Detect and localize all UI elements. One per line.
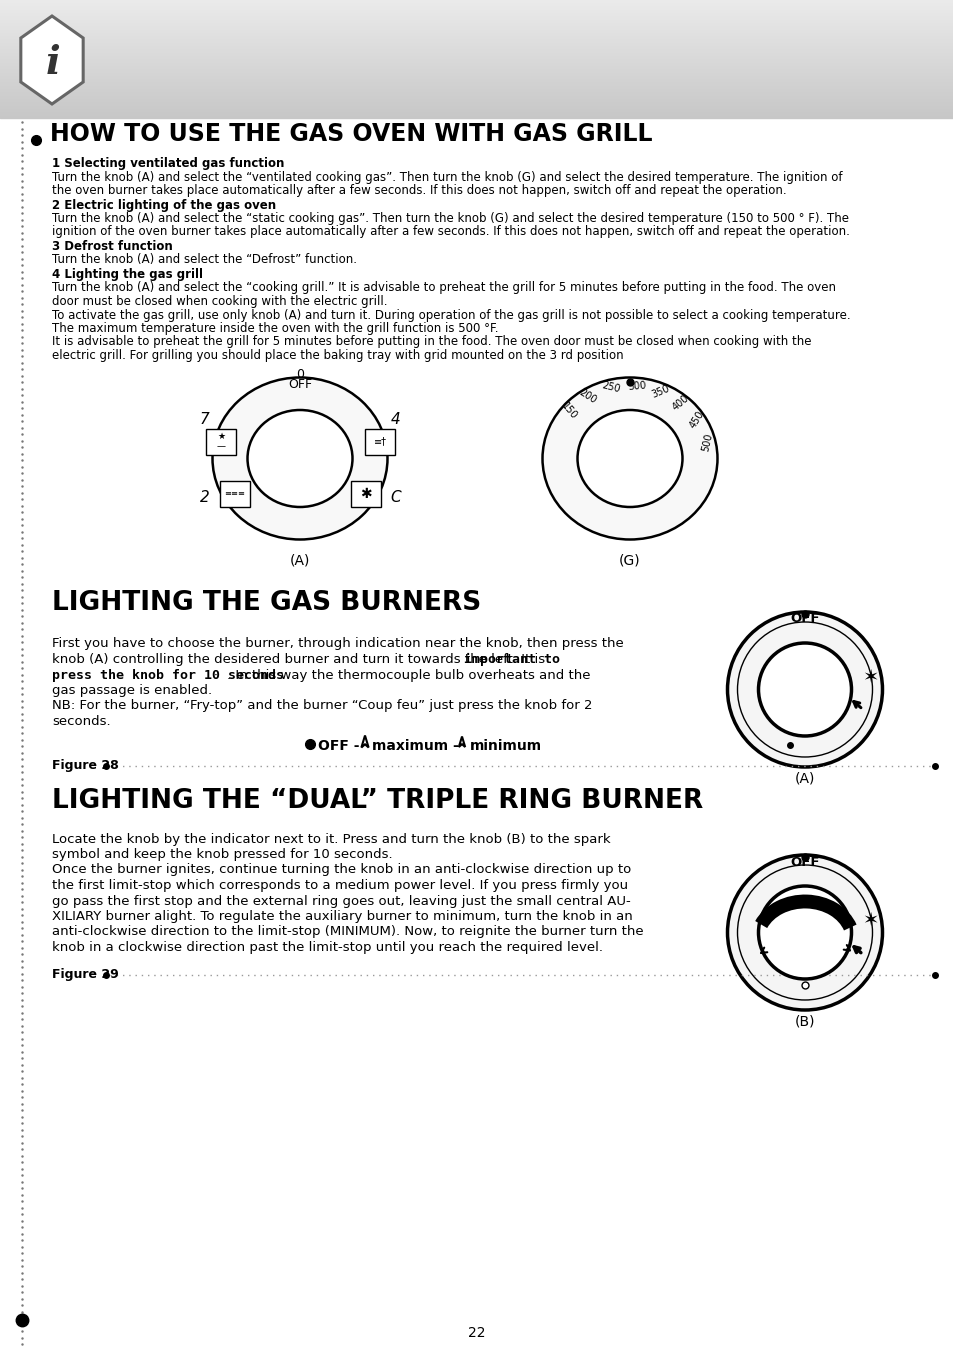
Text: Once the burner ignites, continue turning the knob in an anti-clockwise directio: Once the burner ignites, continue turnin… [52,864,631,876]
Text: First you have to choose the burner, through indication near the knob, then pres: First you have to choose the burner, thr… [52,637,623,651]
Text: Figure 29: Figure 29 [52,968,118,981]
Text: Turn the knob (A) and select the “Defrost” function.: Turn the knob (A) and select the “Defros… [52,254,356,266]
Text: important to: important to [463,653,559,666]
Bar [351,481,380,506]
Text: ✶: ✶ [861,668,878,687]
Polygon shape [21,16,83,104]
Text: gas passage is enabled.: gas passage is enabled. [52,684,212,697]
Text: 350: 350 [650,383,671,400]
Text: Turn the knob (A) and select the “static cooking gas”. Then turn the knob (G) an: Turn the knob (A) and select the “static… [52,212,848,225]
Text: Turn the knob (A) and select the “ventilated cooking gas”. Then turn the knob (G: Turn the knob (A) and select the “ventil… [52,170,841,184]
Text: knob in a clockwise direction past the limit-stop until you reach the required l: knob in a clockwise direction past the l… [52,941,602,954]
Ellipse shape [542,378,717,540]
Text: OFF: OFF [789,856,819,868]
Ellipse shape [247,410,352,508]
Text: (B): (B) [794,1014,815,1029]
Text: ✱: ✱ [360,486,372,501]
Text: 150: 150 [558,401,578,423]
Text: LIGHTING THE GAS BURNERS: LIGHTING THE GAS BURNERS [52,590,480,616]
Text: 400: 400 [670,393,691,412]
Ellipse shape [758,886,851,979]
Text: 250: 250 [599,381,620,394]
Text: anti-clockwise direction to the limit-stop (MINIMUM). Now, to reignite the burne: anti-clockwise direction to the limit-st… [52,926,643,938]
Text: C: C [390,490,400,505]
Text: 4 Lighting the gas grill: 4 Lighting the gas grill [52,269,203,281]
Text: 4: 4 [391,412,400,427]
Ellipse shape [758,643,851,736]
Text: ≡†: ≡† [374,436,386,447]
Text: 0: 0 [295,369,304,382]
Text: the oven burner takes place automatically after a few seconds. If this does not : the oven burner takes place automaticall… [52,184,786,197]
Bar [220,481,250,506]
Text: ignition of the oven burner takes place automatically after a few seconds. If th: ignition of the oven burner takes place … [52,225,849,239]
Text: 200: 200 [577,387,598,406]
Text: (G): (G) [618,554,640,567]
Text: 22: 22 [468,1326,485,1341]
Bar [365,428,395,455]
Text: ★
—: ★ — [216,432,225,451]
Text: 3 Defrost function: 3 Defrost function [52,240,172,252]
Text: 2: 2 [199,490,209,505]
Text: the first limit-stop which corresponds to a medium power level. If you press fir: the first limit-stop which corresponds t… [52,879,627,892]
Text: The maximum temperature inside the oven with the grill function is 500 °F.: The maximum temperature inside the oven … [52,323,498,335]
Text: HOW TO USE THE GAS OVEN WITH GAS GRILL: HOW TO USE THE GAS OVEN WITH GAS GRILL [50,122,652,146]
Text: 450: 450 [687,409,706,431]
Bar [206,428,235,455]
Text: maximum -: maximum - [372,738,458,752]
Text: knob (A) controlling the desidered burner and turn it towards the left. It is: knob (A) controlling the desidered burne… [52,653,549,666]
Text: i: i [46,45,60,82]
Text: door must be closed when cooking with the electric grill.: door must be closed when cooking with th… [52,296,387,308]
Text: It is advisable to preheat the grill for 5 minutes before putting in the food. T: It is advisable to preheat the grill for… [52,336,811,348]
Text: go pass the first stop and the external ring goes out, leaving just the small ce: go pass the first stop and the external … [52,895,630,907]
Text: (A): (A) [290,554,310,567]
Ellipse shape [577,410,681,508]
Text: seconds.: seconds. [52,716,111,728]
Ellipse shape [213,378,387,540]
Text: NB: For the burner, “Fry-top” and the burner “Coup feu” just press the knob for : NB: For the burner, “Fry-top” and the bu… [52,699,592,713]
Text: (A): (A) [794,771,814,786]
Ellipse shape [727,855,882,1010]
Text: Figure 28: Figure 28 [52,759,118,772]
Text: To activate the gas grill, use only knob (A) and turn it. During operation of th: To activate the gas grill, use only knob… [52,309,850,321]
Text: symbol and keep the knob pressed for 10 seconds.: symbol and keep the knob pressed for 10 … [52,848,393,861]
Ellipse shape [727,612,882,767]
Text: ≡≡≡: ≡≡≡ [224,489,245,498]
Text: 2 Electric lighting of the gas oven: 2 Electric lighting of the gas oven [52,198,275,212]
Text: Locate the knob by the indicator next to it. Press and turn the knob (B) to the : Locate the knob by the indicator next to… [52,833,610,845]
Text: . In this way the thermocouple bulb overheats and the: . In this way the thermocouple bulb over… [227,668,590,682]
Text: electric grill. For grilling you should place the baking tray with grid mounted : electric grill. For grilling you should … [52,350,623,362]
Text: press the knob for 10 seconds: press the knob for 10 seconds [52,668,284,682]
Text: OFF: OFF [789,613,819,625]
Text: 1 Selecting ventilated gas function: 1 Selecting ventilated gas function [52,157,284,170]
Text: LIGHTING THE “DUAL” TRIPLE RING BURNER: LIGHTING THE “DUAL” TRIPLE RING BURNER [52,787,702,814]
Text: 7: 7 [199,412,209,427]
Text: Turn the knob (A) and select the “cooking grill.” It is advisable to preheat the: Turn the knob (A) and select the “cookin… [52,282,835,294]
Text: OFF -: OFF - [317,738,359,752]
Text: 300: 300 [627,379,646,391]
Text: 500: 500 [700,432,714,452]
Text: ✶: ✶ [861,911,878,930]
Text: XILIARY burner alight. To regulate the auxiliary burner to minimum, turn the kno: XILIARY burner alight. To regulate the a… [52,910,632,923]
Text: OFF: OFF [288,378,312,390]
Text: minimum: minimum [470,738,541,752]
